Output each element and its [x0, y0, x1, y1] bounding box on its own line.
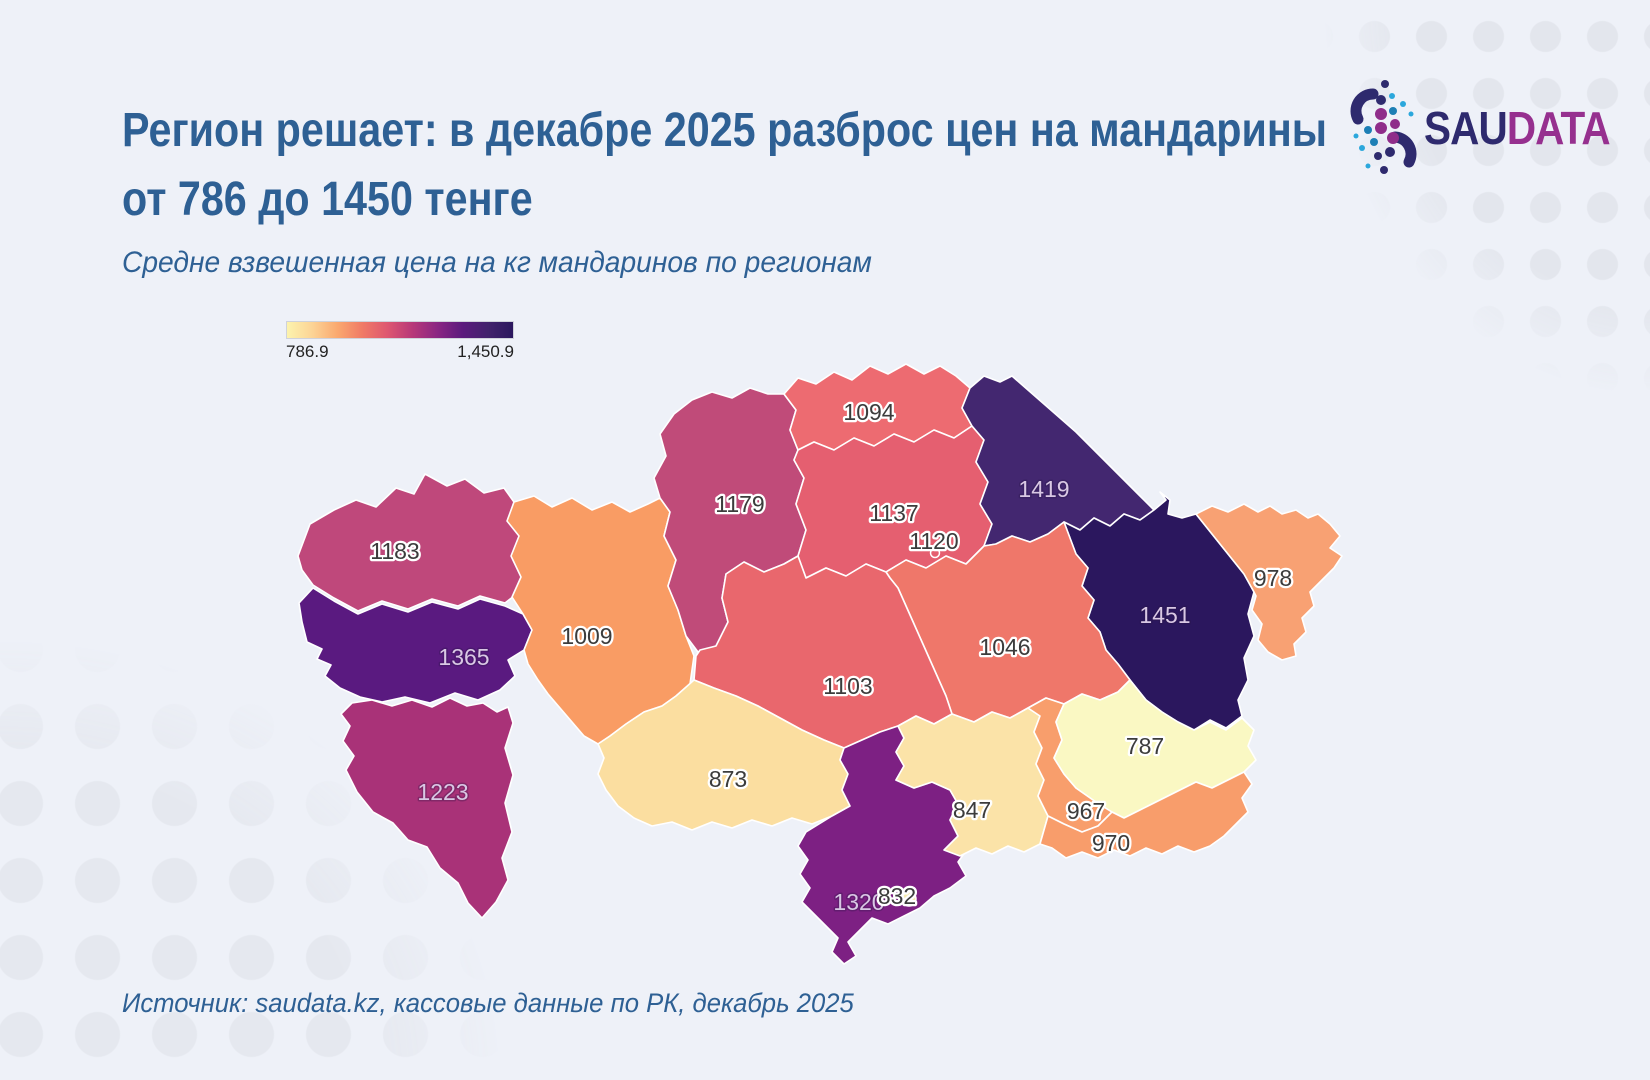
region-1223	[340, 697, 514, 919]
region-label-1179: 1179	[715, 491, 764, 517]
saudata-wordmark: SAUDATA	[1424, 101, 1611, 155]
region-label-1046: 1046	[979, 634, 1030, 660]
region-label-1183: 1183	[370, 538, 419, 564]
region-label-1223: 1223	[417, 779, 468, 805]
region-label-787: 787	[1126, 733, 1164, 759]
source-note: Источник: saudata.kz, кассовые данные по…	[122, 988, 854, 1018]
region-label-1419: 1419	[1018, 476, 1069, 502]
region-832	[901, 891, 917, 907]
region-847	[895, 707, 1049, 857]
region-label-832: 832	[878, 883, 916, 909]
region-label-1103: 1103	[823, 673, 872, 699]
page-subtitle: Средне взвешенная цена на кг мандаринов …	[122, 246, 872, 279]
region-label-1009: 1009	[561, 623, 612, 649]
region-label-1365: 1365	[438, 644, 489, 670]
region-label-1320: 1320	[833, 889, 884, 915]
color-scale-bar	[286, 321, 514, 339]
region-label-1120: 1120	[909, 528, 958, 554]
region-label-1094: 1094	[843, 399, 894, 425]
title-line-1: Регион решает: в декабре 2025 разброс це…	[122, 104, 1328, 157]
color-scale-labels: 786.9 1,450.9	[286, 342, 514, 362]
region-label-1137: 1137	[869, 500, 918, 526]
region-978	[1195, 503, 1343, 661]
saudata-logo-icon	[1350, 80, 1417, 174]
legend-min-label: 786.9	[286, 342, 329, 361]
region-label-970: 970	[1092, 830, 1130, 856]
wordmark-sau: SAU	[1424, 102, 1508, 154]
region-label-873: 873	[709, 766, 747, 792]
legend-max-label: 1,450.9	[457, 342, 514, 361]
region-label-967: 967	[1067, 798, 1105, 824]
title-line-2: от 786 до 1450 тенге	[122, 173, 533, 227]
wordmark-data: DATA	[1506, 102, 1611, 154]
saudata-logo: SAUDATA	[1348, 78, 1635, 178]
region-label-1451: 1451	[1139, 602, 1190, 628]
region-label-847: 847	[953, 797, 991, 823]
color-legend: 786.9 1,450.9	[286, 321, 514, 362]
region-1120	[929, 547, 941, 559]
region-label-978: 978	[1254, 565, 1292, 591]
region-970	[1039, 771, 1253, 859]
page-title: Регион решает: в декабре 2025 разброс це…	[122, 96, 1327, 234]
